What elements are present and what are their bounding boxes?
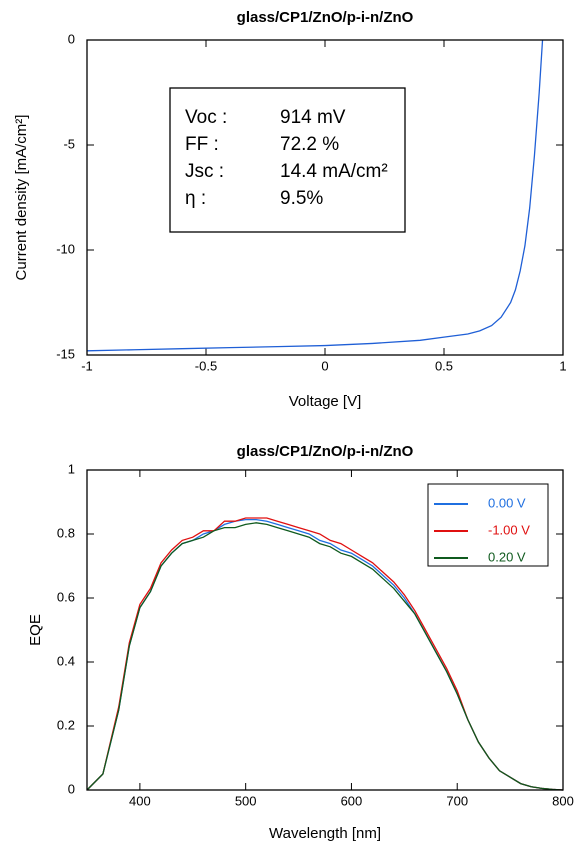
y-tick-label: 0.2 (57, 717, 75, 732)
legend-box (427, 483, 549, 567)
annotation-label: Voc : (185, 107, 227, 128)
x-tick-label: -0.5 (195, 358, 217, 373)
x-axis-label: Voltage [V] (289, 393, 362, 410)
annotation-label: η : (185, 188, 206, 209)
plot-frame (86, 469, 564, 791)
x-tick-label: 400 (129, 793, 151, 808)
y-tick-label: -15 (56, 346, 75, 361)
legend-label: 0.20 V (488, 549, 526, 564)
data-line (86, 522, 564, 791)
x-tick-label: 1 (559, 358, 566, 373)
x-tick-label: 800 (552, 793, 574, 808)
y-tick-label: 0.4 (57, 653, 75, 668)
x-tick-label: 700 (446, 793, 468, 808)
annotation-value: 14.4 mA/cm² (280, 161, 388, 182)
annotation-label: Jsc : (185, 161, 224, 182)
y-tick-label: 0 (68, 781, 75, 796)
y-tick-label: -5 (63, 136, 75, 151)
annotation-box (169, 87, 406, 233)
legend-label: -1.00 V (488, 522, 530, 537)
plot-frame (86, 39, 564, 356)
legend-label: 0.00 V (488, 495, 526, 510)
data-line (86, 39, 544, 352)
chart-title: glass/CP1/ZnO/p-i-n/ZnO (237, 9, 414, 26)
annotation-value: 9.5% (280, 188, 323, 209)
annotation-value: 72.2 % (280, 134, 339, 155)
x-tick-label: 0 (321, 358, 328, 373)
x-tick-label: 0.5 (435, 358, 453, 373)
x-tick-label: -1 (81, 358, 93, 373)
y-tick-label: 0.8 (57, 525, 75, 540)
y-axis-label: Current density [mA/cm²] (13, 115, 30, 281)
annotation-label: FF : (185, 134, 219, 155)
y-tick-label: 0.6 (57, 589, 75, 604)
y-tick-label: 1 (68, 461, 75, 476)
y-tick-label: -10 (56, 241, 75, 256)
x-axis-label: Wavelength [nm] (269, 825, 381, 842)
annotation-value: 914 mV (280, 107, 346, 128)
chart-title: glass/CP1/ZnO/p-i-n/ZnO (237, 443, 414, 460)
x-tick-label: 500 (235, 793, 257, 808)
y-tick-label: 0 (68, 31, 75, 46)
x-tick-label: 600 (341, 793, 363, 808)
y-axis-label: EQE (27, 614, 44, 646)
